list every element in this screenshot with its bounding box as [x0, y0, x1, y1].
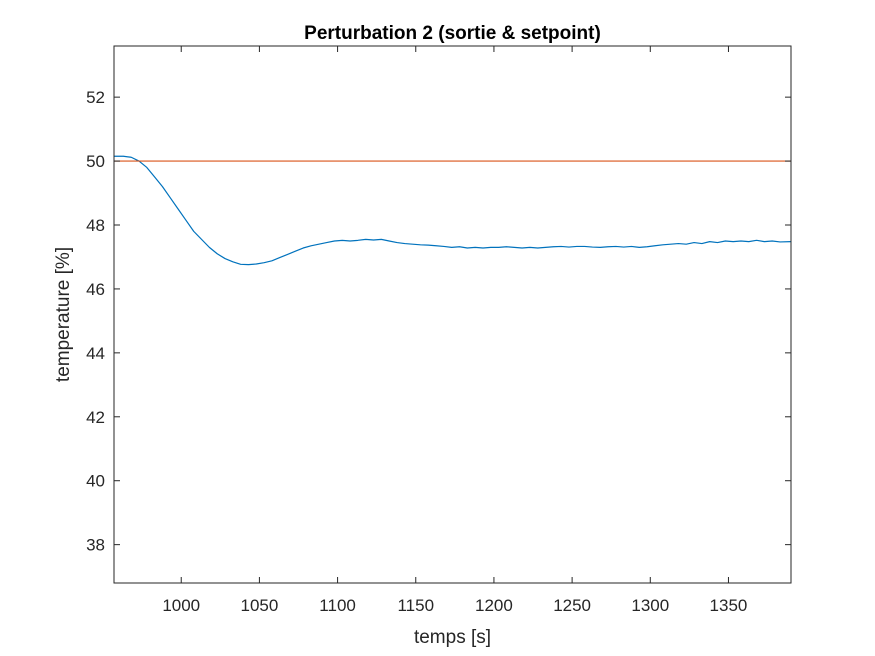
- x-axis-label: temps [s]: [414, 627, 491, 648]
- y-tick-label: 40: [86, 472, 105, 491]
- y-tick-label: 48: [86, 216, 105, 235]
- y-tick-label: 50: [86, 152, 105, 171]
- series-output-line: [114, 155, 792, 266]
- series-layer: [114, 155, 792, 266]
- x-tick-label: 1000: [162, 596, 200, 615]
- y-axis-label: temperature [%]: [53, 247, 74, 382]
- y-tick-label: 38: [86, 536, 105, 555]
- x-tick-label: 1350: [710, 596, 748, 615]
- y-tick-label: 52: [86, 88, 105, 107]
- plot-area: [114, 46, 791, 583]
- y-tick-label: 42: [86, 408, 105, 427]
- ticks-layer: 1000 1050 1100 1150 1200 1250 1300 1350 38 40 42 44…: [86, 46, 791, 615]
- x-tick-label: 1300: [631, 596, 669, 615]
- y-tick-label: 44: [86, 344, 105, 363]
- axes-box: [113, 45, 792, 584]
- x-tick-label: 1100: [319, 596, 356, 615]
- chart-title: Perturbation 2 (sortie & setpoint): [304, 23, 601, 44]
- x-tick-label: 1250: [553, 596, 591, 615]
- x-tick-label: 1150: [397, 596, 434, 615]
- x-tick-label: 1050: [240, 596, 278, 615]
- x-tick-label: 1200: [475, 596, 513, 615]
- y-tick-label: 46: [86, 280, 105, 299]
